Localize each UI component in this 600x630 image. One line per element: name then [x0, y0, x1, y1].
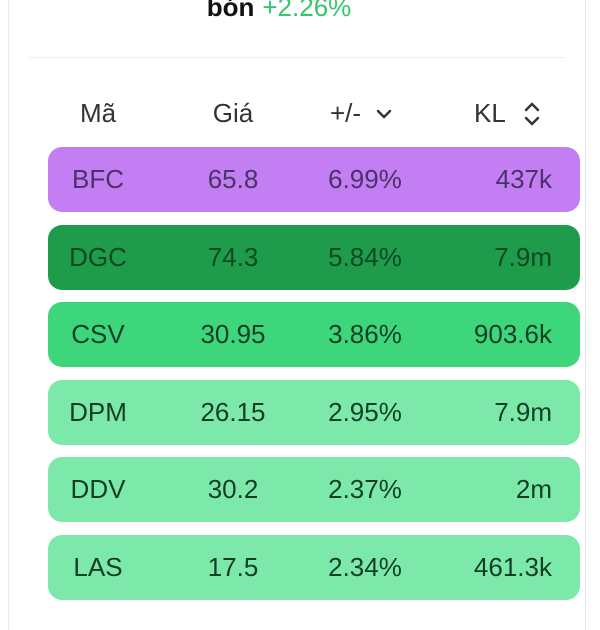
table-cell: 74.3: [207, 242, 259, 272]
table-cell: 17.5: [207, 552, 259, 582]
table-cell: 6.99%: [328, 164, 402, 194]
title-text: bón: [206, 0, 255, 22]
table-cell: 2.37%: [328, 474, 402, 504]
table-row[interactable]: LAS 17.5 2.34% 461.3k: [48, 535, 580, 600]
separator: [29, 57, 565, 58]
table-cell: DDV: [70, 474, 126, 504]
table-cell: DGC: [69, 242, 127, 272]
table-cell: 7.9m: [494, 397, 552, 427]
column-header[interactable]: KL: [474, 98, 506, 128]
table-row[interactable]: BFC 65.8 6.99% 437k: [48, 147, 580, 212]
table-cell: 2.95%: [328, 397, 402, 427]
page: bón +2.26% Mã Giá +/- KL BFC 65.8 6.99% 437k…: [8, 0, 586, 630]
table-row[interactable]: DDV 30.2 2.37% 2m: [48, 457, 580, 522]
table-row[interactable]: DPM 26.15 2.95% 7.9m: [48, 380, 580, 445]
table-cell: 65.8: [207, 164, 259, 194]
table-cell: 3.86%: [328, 319, 402, 349]
sort-icon[interactable]: [522, 100, 542, 128]
column-header[interactable]: +/-: [330, 98, 362, 128]
table-cell: 5.84%: [328, 242, 402, 272]
table-cell: 26.15: [200, 397, 266, 427]
table-cell: 30.2: [207, 474, 259, 504]
title: bón +2.26%: [9, 0, 549, 24]
table-cell: BFC: [72, 164, 124, 194]
table-header: Mã Giá +/- KL: [48, 94, 580, 132]
table-cell: 461.3k: [473, 552, 552, 582]
table-cell: 2.34%: [328, 552, 402, 582]
table-cell: LAS: [73, 552, 123, 582]
table-cell: 437k: [495, 164, 552, 194]
panel: bón +2.26%: [8, 0, 586, 630]
column-header[interactable]: Mã: [79, 98, 117, 128]
table-cell: DPM: [69, 397, 127, 427]
table-row[interactable]: CSV 30.95 3.86% 903.6k: [48, 302, 580, 367]
table-row[interactable]: DGC 74.3 5.84% 7.9m: [48, 225, 580, 290]
table-cell: 30.95: [200, 319, 266, 349]
table-cell: CSV: [71, 319, 125, 349]
table-cell: 7.9m: [494, 242, 552, 272]
table-cell: 903.6k: [473, 319, 552, 349]
title-change: +2.26%: [262, 0, 352, 22]
table-cell: 2m: [515, 474, 552, 504]
sort-desc-icon[interactable]: [374, 104, 394, 124]
column-header[interactable]: Giá: [212, 98, 254, 128]
